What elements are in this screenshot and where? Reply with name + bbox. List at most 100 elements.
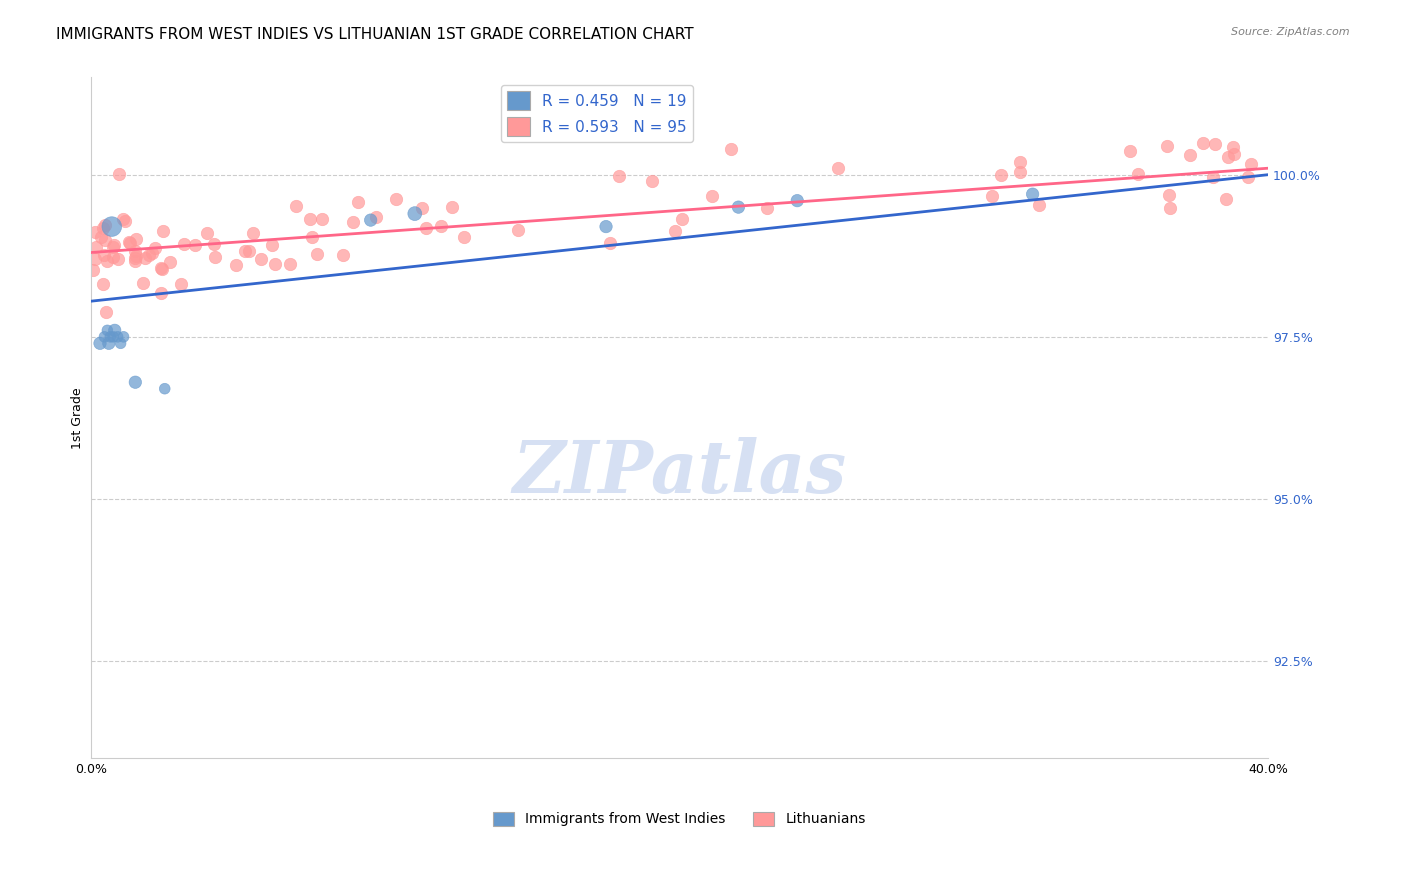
Point [159, 255, 181, 269]
Point [664, 224, 686, 238]
Point [641, 174, 664, 188]
Point [305, 247, 328, 261]
Point [1201, 169, 1223, 184]
Point [1159, 201, 1181, 215]
Point [301, 229, 323, 244]
Point [91, 221, 114, 235]
Point [430, 219, 453, 233]
Point [84, 240, 107, 254]
Point [103, 330, 125, 344]
Point [107, 167, 129, 181]
Point [1222, 140, 1244, 154]
Point [150, 261, 173, 276]
Point [595, 219, 617, 234]
Point [134, 251, 156, 265]
Point [298, 212, 321, 227]
Point [153, 382, 176, 396]
Point [342, 214, 364, 228]
Point [1156, 139, 1178, 153]
Point [124, 244, 146, 258]
Point [96, 254, 118, 268]
Point [1028, 197, 1050, 211]
Point [411, 201, 433, 215]
Text: IMMIGRANTS FROM WEST INDIES VS LITHUANIAN 1ST GRADE CORRELATION CHART: IMMIGRANTS FROM WEST INDIES VS LITHUANIA… [56, 27, 695, 42]
Point [1218, 150, 1240, 164]
Point [702, 189, 724, 203]
Point [104, 323, 127, 337]
Point [607, 169, 630, 183]
Point [360, 213, 382, 227]
Point [1119, 144, 1142, 158]
Point [366, 211, 388, 225]
Point [264, 257, 287, 271]
Point [195, 227, 218, 241]
Point [1237, 169, 1260, 184]
Point [138, 248, 160, 262]
Point [508, 223, 530, 237]
Point [284, 199, 307, 213]
Point [980, 189, 1002, 203]
Point [242, 226, 264, 240]
Point [124, 252, 146, 266]
Point [101, 240, 124, 254]
Point [332, 247, 354, 261]
Point [671, 212, 693, 227]
Point [96, 323, 118, 337]
Point [173, 236, 195, 251]
Point [183, 238, 205, 252]
Point [124, 375, 146, 389]
Point [238, 244, 260, 258]
Point [97, 336, 120, 351]
Point [107, 252, 129, 266]
Text: Source: ZipAtlas.com: Source: ZipAtlas.com [1232, 27, 1350, 37]
Point [1008, 155, 1031, 169]
Point [125, 249, 148, 263]
Point [756, 201, 779, 215]
Point [149, 286, 172, 301]
Y-axis label: 1st Grade: 1st Grade [72, 387, 84, 449]
Point [727, 200, 749, 214]
Point [1223, 147, 1246, 161]
Point [118, 235, 141, 249]
Point [84, 225, 107, 239]
Point [233, 244, 256, 259]
Point [384, 192, 406, 206]
Legend: Immigrants from West Indies, Lithuanians: Immigrants from West Indies, Lithuanians [488, 806, 872, 832]
Point [125, 232, 148, 246]
Point [1021, 187, 1043, 202]
Point [143, 241, 166, 255]
Point [152, 223, 174, 237]
Point [98, 330, 121, 344]
Point [250, 252, 273, 266]
Point [441, 200, 464, 214]
Text: ZIPatlas: ZIPatlas [513, 437, 846, 508]
Point [278, 257, 301, 271]
Point [1192, 136, 1215, 150]
Point [1010, 165, 1032, 179]
Point [141, 246, 163, 260]
Point [1215, 192, 1237, 206]
Point [101, 250, 124, 264]
Point [93, 330, 115, 344]
Point [1180, 147, 1202, 161]
Point [827, 161, 849, 175]
Point [346, 194, 368, 209]
Point [124, 254, 146, 268]
Point [453, 230, 475, 244]
Point [90, 229, 112, 244]
Point [93, 219, 115, 233]
Point [150, 261, 173, 276]
Point [404, 206, 426, 220]
Point [111, 212, 134, 227]
Point [1157, 188, 1180, 202]
Point [720, 142, 742, 156]
Point [204, 250, 226, 264]
Point [1128, 167, 1150, 181]
Point [101, 219, 124, 234]
Point [118, 235, 141, 250]
Point [89, 336, 111, 351]
Point [94, 304, 117, 318]
Point [110, 336, 132, 351]
Point [112, 330, 135, 344]
Point [260, 238, 283, 252]
